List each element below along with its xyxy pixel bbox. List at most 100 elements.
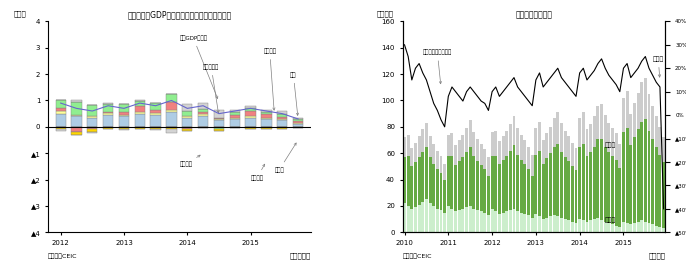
- Bar: [103, 115, 113, 127]
- Bar: [487, 157, 490, 176]
- Bar: [640, 82, 643, 121]
- Bar: [150, 127, 161, 129]
- Bar: [476, 139, 479, 161]
- Bar: [498, 141, 501, 164]
- Bar: [648, 223, 650, 232]
- Bar: [119, 129, 129, 130]
- Text: その他: その他: [652, 56, 664, 77]
- Bar: [418, 136, 421, 157]
- Bar: [425, 123, 428, 147]
- Bar: [622, 98, 625, 132]
- Bar: [150, 113, 161, 115]
- Bar: [651, 224, 654, 232]
- Bar: [556, 144, 559, 217]
- Bar: [246, 127, 256, 129]
- Bar: [651, 139, 654, 224]
- Bar: [469, 206, 472, 232]
- Bar: [611, 156, 614, 224]
- Bar: [166, 127, 176, 129]
- Bar: [432, 144, 435, 164]
- Bar: [418, 157, 421, 205]
- Bar: [403, 203, 406, 232]
- Bar: [421, 129, 424, 152]
- Bar: [198, 109, 209, 112]
- Bar: [586, 222, 589, 232]
- Bar: [150, 115, 161, 127]
- Bar: [571, 222, 573, 232]
- Bar: [182, 117, 193, 127]
- Bar: [476, 161, 479, 210]
- Bar: [261, 117, 272, 119]
- Bar: [432, 164, 435, 206]
- Bar: [473, 156, 475, 209]
- Bar: [410, 148, 413, 166]
- Bar: [662, 228, 665, 232]
- Bar: [596, 106, 600, 139]
- Bar: [429, 136, 431, 157]
- Bar: [618, 227, 622, 232]
- Bar: [622, 132, 625, 222]
- Bar: [527, 147, 530, 169]
- Bar: [293, 117, 303, 119]
- Bar: [575, 148, 578, 170]
- Bar: [523, 214, 526, 232]
- Bar: [436, 169, 439, 209]
- Bar: [531, 218, 534, 232]
- Bar: [214, 119, 224, 120]
- Bar: [443, 179, 446, 213]
- Bar: [549, 127, 552, 153]
- Bar: [230, 127, 240, 128]
- Bar: [509, 151, 512, 210]
- Bar: [637, 222, 639, 232]
- Bar: [626, 91, 628, 128]
- Bar: [542, 140, 545, 164]
- Text: 中国人: 中国人: [605, 142, 617, 148]
- Bar: [520, 135, 523, 160]
- Bar: [560, 218, 563, 232]
- Bar: [103, 113, 113, 115]
- Bar: [501, 160, 504, 213]
- Bar: [596, 139, 600, 218]
- Bar: [414, 143, 417, 162]
- Bar: [293, 121, 303, 123]
- Bar: [293, 124, 303, 127]
- Bar: [182, 104, 193, 111]
- Bar: [644, 222, 647, 232]
- Bar: [582, 144, 584, 221]
- Bar: [214, 120, 224, 127]
- Bar: [465, 152, 468, 207]
- Bar: [618, 168, 622, 227]
- Bar: [440, 210, 442, 232]
- Bar: [655, 116, 658, 147]
- Bar: [166, 94, 176, 102]
- Bar: [447, 156, 450, 206]
- Bar: [505, 211, 508, 232]
- Text: 前年同月比（右軸）: 前年同月比（右軸）: [423, 50, 452, 84]
- Bar: [644, 78, 647, 119]
- Bar: [600, 104, 603, 139]
- Bar: [604, 222, 606, 232]
- Bar: [56, 127, 66, 129]
- Bar: [484, 213, 486, 232]
- Bar: [103, 103, 113, 104]
- Bar: [462, 157, 464, 209]
- Bar: [473, 132, 475, 156]
- Bar: [214, 127, 224, 129]
- Bar: [473, 209, 475, 232]
- Bar: [487, 215, 490, 232]
- Bar: [534, 155, 537, 214]
- Bar: [71, 127, 82, 132]
- Bar: [633, 137, 636, 223]
- Bar: [277, 111, 287, 114]
- Bar: [607, 152, 611, 223]
- Bar: [662, 137, 665, 162]
- Bar: [261, 114, 272, 117]
- Bar: [418, 205, 421, 232]
- Bar: [425, 199, 428, 232]
- Bar: [458, 161, 461, 210]
- Bar: [553, 117, 556, 147]
- Bar: [462, 135, 464, 157]
- Bar: [214, 129, 224, 131]
- Bar: [618, 144, 622, 168]
- Bar: [575, 170, 578, 223]
